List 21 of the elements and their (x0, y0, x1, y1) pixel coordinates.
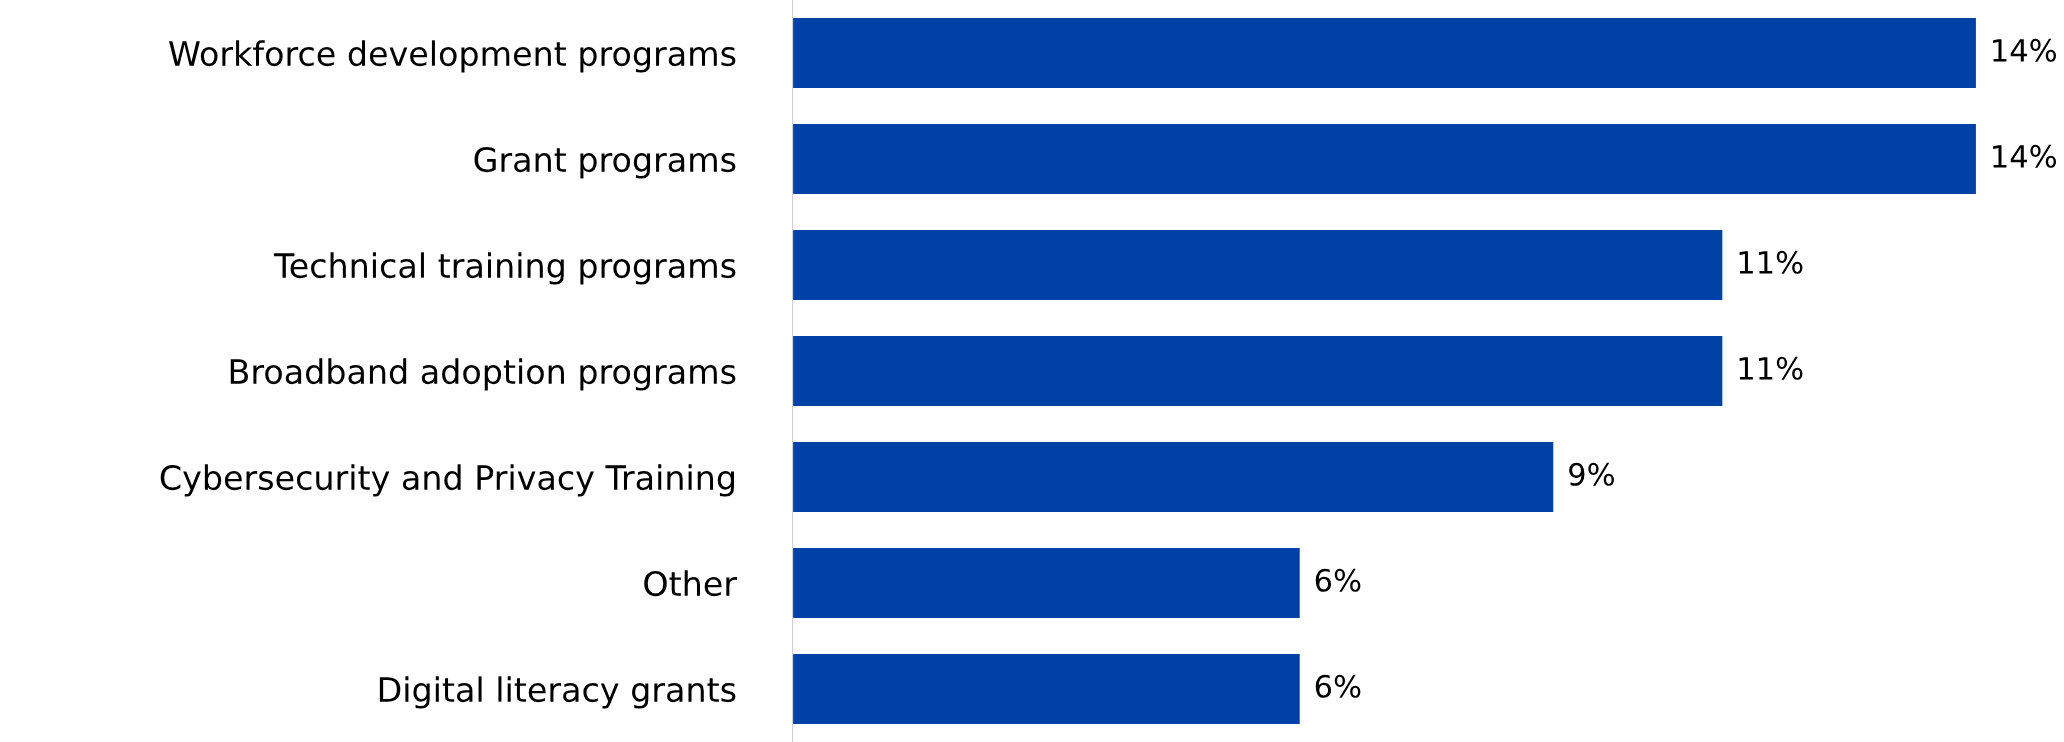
y-tick-label: Broadband adoption programs (230, 358, 736, 391)
bar (792, 336, 1723, 406)
bar (792, 654, 1300, 724)
data-label: 9% (1569, 462, 1614, 486)
y-tick-label: Other (644, 570, 738, 597)
data-label: 14% (1993, 38, 2057, 62)
y-tick-label: Grant programs (474, 146, 736, 179)
data-label: 11% (1739, 250, 1803, 274)
data-label: 14% (1993, 144, 2057, 168)
bar (792, 548, 1300, 618)
bar (792, 442, 1554, 512)
data-label: 6% (1315, 568, 1361, 592)
y-tick-label: Cybersecurity and Privacy Training (160, 464, 734, 497)
bar (792, 18, 1976, 88)
data-label: 11% (1739, 356, 1803, 380)
y-tick-label: Digital literacy grants (379, 676, 736, 709)
y-tick-label: Technical training programs (273, 252, 736, 285)
bar (792, 230, 1723, 300)
data-label: 6% (1315, 674, 1361, 698)
bar (792, 124, 1976, 194)
y-tick-label: Workforce development programs (169, 40, 736, 73)
